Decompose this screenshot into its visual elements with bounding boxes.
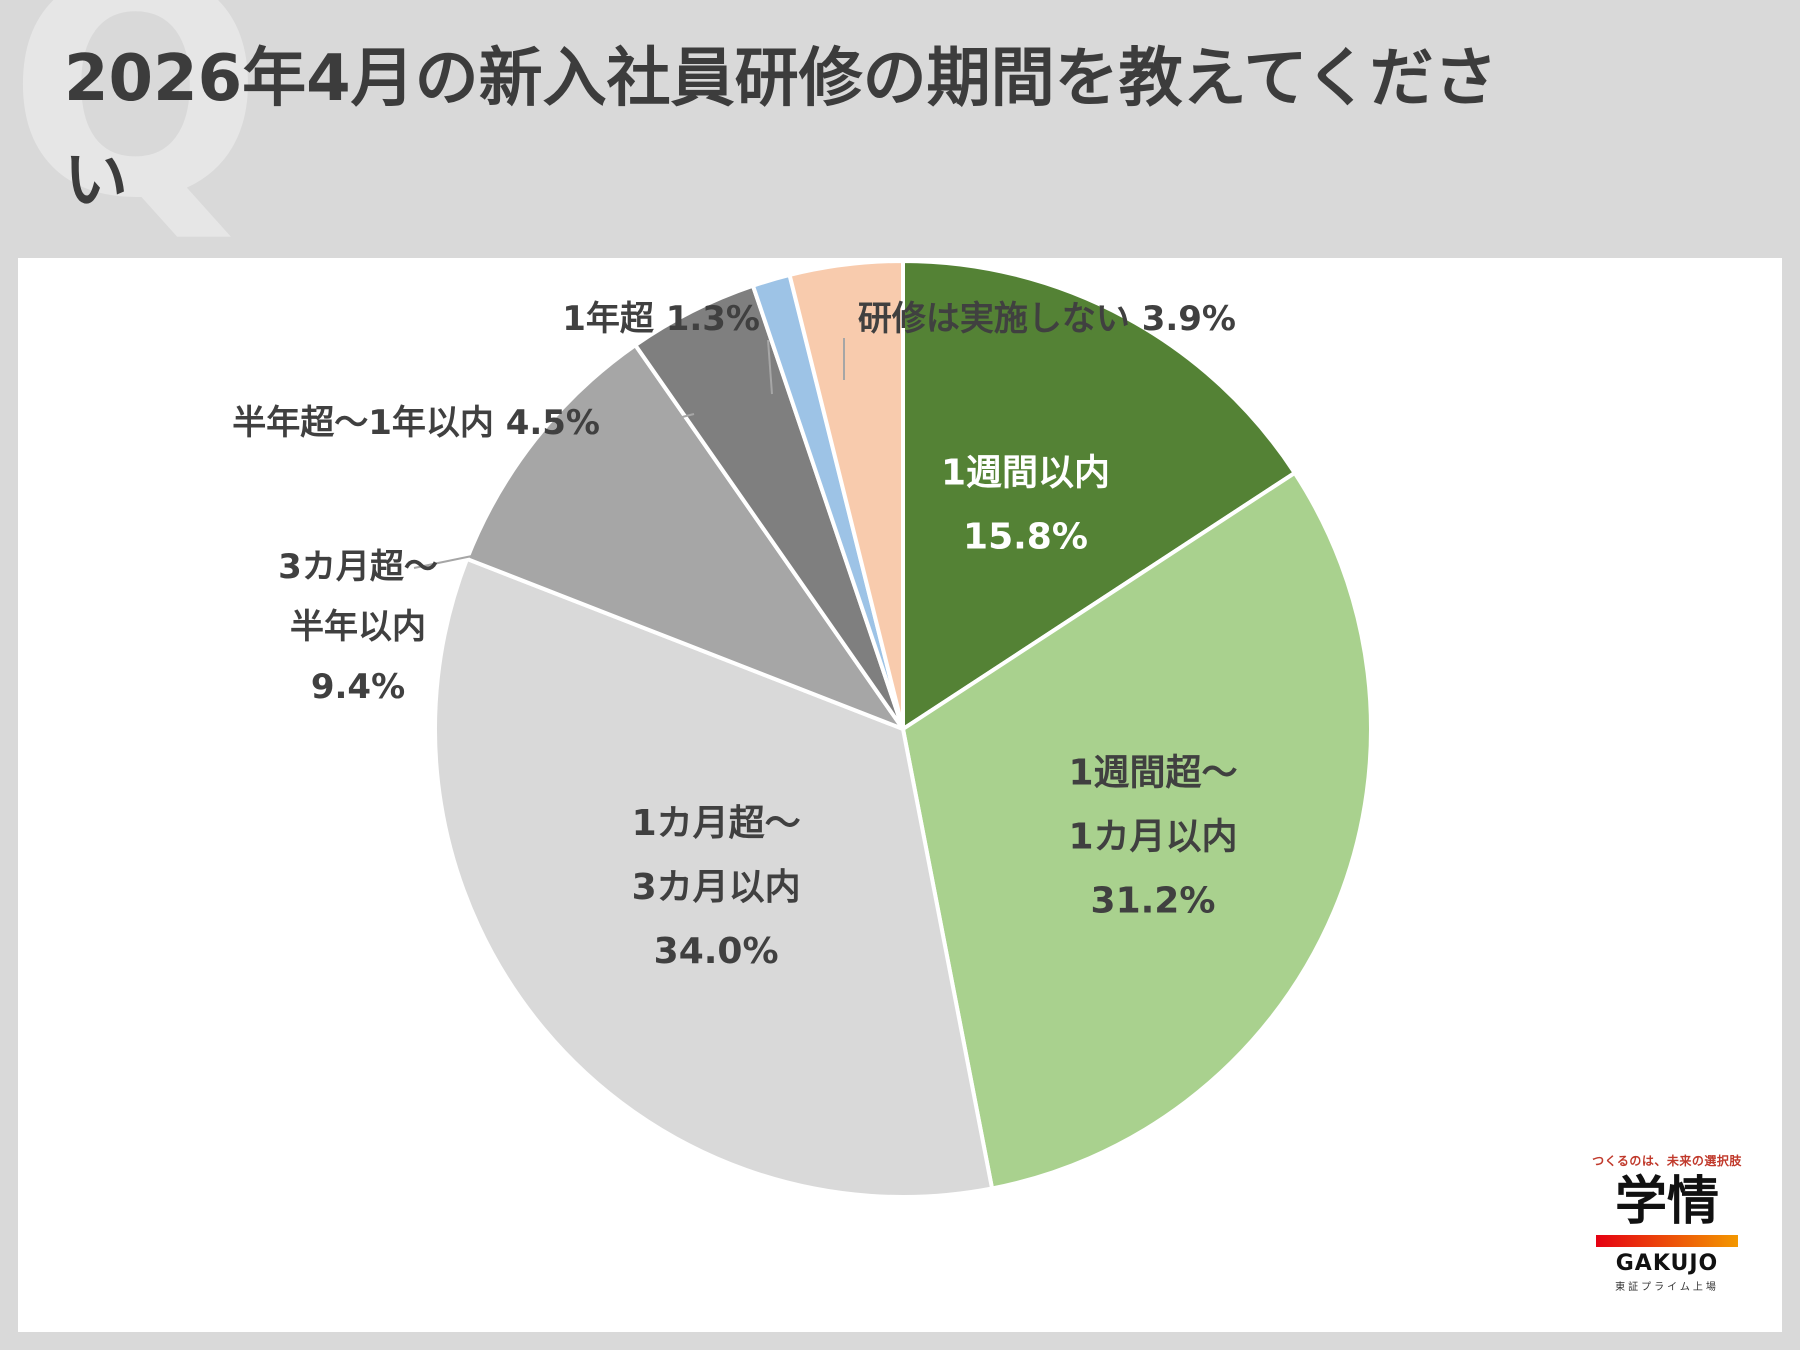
watermark-q: Q [8,0,264,264]
pie-slice [464,343,905,731]
leader-line [767,339,773,395]
slice-outside-label: 3カ月超～ [278,547,438,587]
chart-panel: 1週間以内 15.8% 1週間超～ 1カ月以内 31.2% 1カ月超～ 3カ月以内 34.0%… [18,258,1782,1332]
slice-value-label: 31.2% [1091,881,1216,922]
gakujo-logo: つくるのは、未来の選択肢 学情 GAKUJO 東証プライム上場 [1592,1150,1742,1310]
leader-line [413,555,473,569]
logo-tagline: つくるのは、未来の選択肢 [1592,1154,1742,1168]
logo-bar [1596,1235,1738,1247]
pie-slice [787,259,905,731]
slice-category-label: 1カ月超～ [632,803,801,844]
leader-line [599,413,695,439]
logo-sub: 東証プライム上場 [1615,1282,1719,1293]
slice-outside-label: 1年超 1.3% [562,299,760,339]
page-title: 2026年4月の新入社員研修の期間を教えてください [64,42,1498,218]
slice-outside-label: 半年超～1年以内 4.5% [232,403,600,443]
slice-category-label: 1週間超～ [1068,753,1237,794]
logo-kanji: 学情 [1614,1172,1719,1232]
slice-outside-label: 研修は実施しない 3.9% [858,299,1236,339]
pie-slice [901,470,1373,1191]
slice-outside-label: 9.4% [311,667,405,707]
slice-value-label: 34.0% [654,931,779,972]
slice-category-label: 3カ月以内 [632,867,801,908]
slice-value-label: 15.8% [963,517,1088,558]
slice-category-label: 1週間以内 [941,453,1110,494]
pie-slice [433,556,995,1199]
pie-slice [901,259,1297,731]
logo-en: GAKUJO [1615,1251,1719,1276]
slice-outside-label: 半年以内 [290,607,426,647]
slice-category-label: 1カ月以内 [1068,817,1237,858]
pie-chart: 1週間以内 15.8% 1週間超～ 1カ月以内 31.2% 1カ月超～ 3カ月以内 34.0%… [232,259,1373,1199]
